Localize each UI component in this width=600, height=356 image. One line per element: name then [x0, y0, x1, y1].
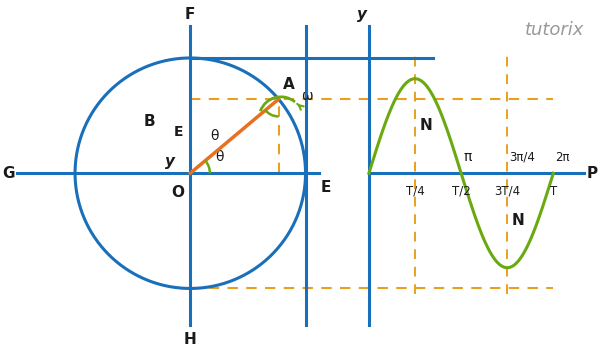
- Text: T/4: T/4: [406, 185, 424, 198]
- Text: T: T: [550, 185, 557, 198]
- Text: P: P: [587, 166, 598, 181]
- Text: 3π/4: 3π/4: [509, 151, 535, 164]
- Text: O: O: [172, 185, 185, 200]
- Text: ω: ω: [302, 89, 313, 103]
- Text: θ: θ: [215, 150, 224, 164]
- Text: y: y: [356, 7, 367, 22]
- Text: N: N: [419, 119, 433, 134]
- Text: E: E: [174, 125, 184, 140]
- Text: θ: θ: [210, 129, 218, 143]
- Text: H: H: [184, 332, 197, 347]
- Text: A: A: [283, 77, 295, 92]
- Text: 3T/4: 3T/4: [494, 185, 520, 198]
- Text: B: B: [144, 114, 156, 129]
- Text: G: G: [2, 166, 15, 181]
- Text: N: N: [512, 213, 524, 228]
- Text: T/2: T/2: [452, 185, 470, 198]
- Text: y: y: [166, 153, 175, 169]
- Text: E: E: [320, 180, 331, 195]
- Text: 2π: 2π: [556, 151, 570, 164]
- Text: tutorix: tutorix: [525, 21, 584, 39]
- Text: F: F: [185, 7, 196, 22]
- Text: π: π: [463, 150, 472, 164]
